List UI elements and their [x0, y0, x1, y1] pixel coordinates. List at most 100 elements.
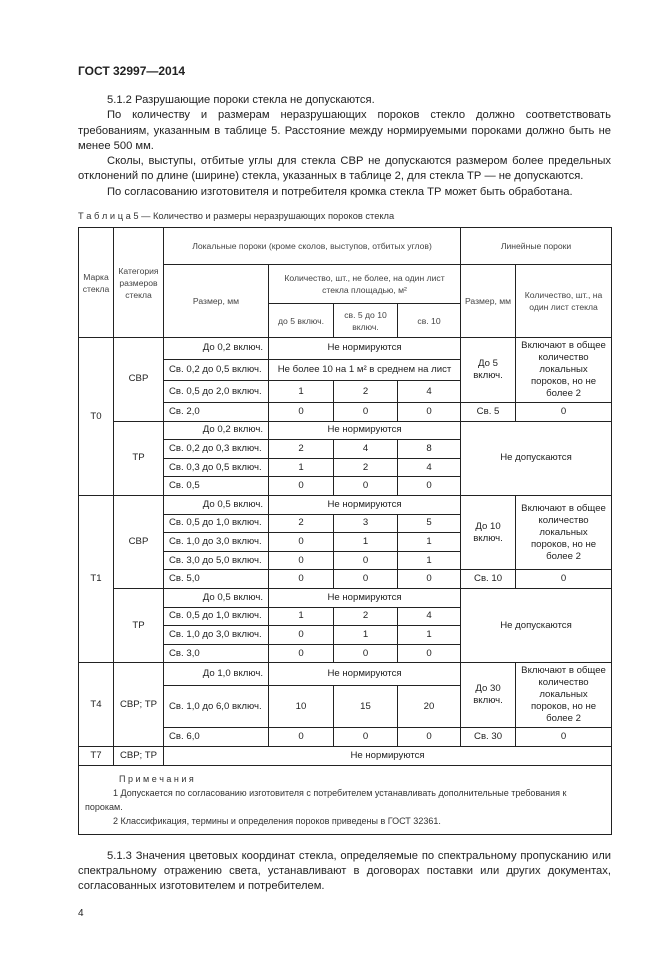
header-linear-size: Размер, мм	[460, 264, 517, 339]
table-row: Св. 0,5 0 0 0	[79, 476, 612, 497]
table-cell: 2	[333, 606, 398, 627]
table-cell: 0	[268, 476, 334, 497]
table-cell: 4	[333, 439, 398, 459]
table-cell: Св. 1,0 до 6,0 включ.	[163, 685, 269, 729]
table-row: Св. 6,0 0 0 0 Св. 30 0	[79, 727, 613, 747]
table-cell: До 0,5 включ.	[163, 588, 269, 608]
table-cell: Не нормируются	[162, 745, 613, 766]
table-cell: Св. 5,0	[163, 569, 269, 590]
table-cell: Не более 10 на 1 м² в среднем на лист	[267, 358, 462, 382]
table-cell: 0	[396, 569, 462, 590]
table-cell: 15	[333, 685, 398, 729]
after-section: 5.1.3 Значения цветовых координат стекла…	[78, 849, 611, 895]
table-cell: Т7	[78, 745, 114, 766]
table-cell: 0	[268, 643, 334, 664]
table-cell: 1	[268, 380, 334, 404]
table-cell: 5	[396, 513, 462, 534]
table-row: Св. 5,0 0 0 0 Св. 10 0	[79, 569, 613, 590]
table-cell: 0	[268, 532, 334, 552]
header-linear-defects: Линейные пороки	[460, 227, 613, 266]
table-cell: ТР	[113, 420, 164, 497]
table-cell: СВР	[113, 495, 164, 590]
table-cell: 8	[396, 439, 462, 459]
table-cell: 4	[396, 606, 462, 627]
table-cell: 0	[515, 727, 613, 747]
table-cell: Св. 0,5 до 2,0 включ.	[163, 380, 269, 404]
table-cell: 0	[268, 727, 334, 747]
table-row: Св. 0,3 до 0,5 включ. 1 2 4	[79, 457, 612, 478]
header-area-2: св. 5 до 10 включ.	[333, 303, 398, 339]
table-cell: Не допускаются	[460, 420, 613, 497]
table-cell: 0	[396, 643, 462, 664]
defects-table: Марка стекла Категория размеров стекла Л…	[77, 227, 613, 835]
table-row: Св. 1,0 до 3,0 включ. 0 1 1	[79, 532, 612, 552]
header-local-defects: Локальные пороки (кроме сколов, выступов…	[162, 227, 462, 266]
table-row: Т4 СВР; ТР До 1,0 включ. Не нормируются До 3…	[78, 662, 613, 747]
table-row: Св. 1,0 до 3,0 включ. 0 1 1	[79, 625, 612, 645]
table-cell: Св. 0,3 до 0,5 включ.	[163, 457, 269, 478]
table-cell: До 0,2 включ.	[163, 337, 269, 360]
table-cell: Св. 3,0	[163, 643, 269, 664]
header-category: Категория размеров стекла	[113, 227, 164, 339]
note-item: 1 Допускается по согласованию изготовите…	[85, 787, 567, 812]
table-cell: 0	[396, 727, 462, 747]
table-cell: СВР; ТР	[113, 745, 164, 766]
table-row: Св. 0,5 до 2,0 включ. 1 2 4	[79, 380, 612, 404]
table-cell: Т0	[78, 337, 114, 497]
table-cell: 1	[333, 532, 398, 552]
table-row: Св. 1,0 до 6,0 включ. 10 15 20	[79, 685, 612, 729]
table-cell: 4	[396, 457, 462, 478]
table-cell: СВР	[113, 337, 164, 422]
table-cell: Включают в общее количество локальных по…	[515, 662, 613, 729]
table-cell: 10	[268, 685, 334, 729]
table-cell: 2	[268, 439, 334, 459]
table-cell: 4	[396, 380, 462, 404]
table-cell: 0	[333, 476, 398, 497]
table-cell: Св. 0,5 до 1,0 включ.	[163, 606, 269, 627]
table-row: ТР До 0,2 включ. Не нормируются Не допускаю…	[79, 420, 613, 497]
paragraph: Сколы, выступы, отбитые углы для стекла …	[78, 155, 611, 183]
notes-title: П р и м е ч а н и я	[119, 773, 194, 784]
table-body: Т0 СВР До 0,2 включ. Не нормируются До 5 вкл…	[78, 337, 613, 766]
table-cell: 0	[515, 402, 613, 422]
table-cell: 0	[333, 569, 398, 590]
table-cell: Т1	[78, 495, 114, 664]
table-cell: 3	[333, 513, 398, 534]
table-cell: Св. 3,0 до 5,0 включ.	[163, 550, 269, 571]
page-number: 4	[78, 908, 84, 920]
table-row: Св. 0,2 до 0,3 включ. 2 4 8	[79, 439, 612, 459]
table-cell: 1	[268, 457, 334, 478]
paragraph: По количеству и размерам неразрушающих п…	[78, 109, 611, 152]
table-cell: 1	[268, 606, 334, 627]
table-cell: 0	[396, 476, 462, 497]
paragraph: По согласованию изготовителя и потребите…	[107, 185, 573, 198]
table-cell: Не нормируются	[267, 588, 462, 608]
header-area-3: св. 10	[396, 303, 462, 339]
table-cell: До 30 включ.	[460, 662, 517, 729]
table-cell: 1	[396, 532, 462, 552]
table-cell: До 5 включ.	[460, 337, 517, 404]
table-cell: Св. 0,2 до 0,5 включ.	[163, 358, 269, 382]
table-cell: Св. 1,0 до 3,0 включ.	[163, 625, 269, 645]
table-cell: Включают в общее количество локальных по…	[515, 495, 613, 571]
table-cell: Не нормируются	[267, 337, 462, 360]
paragraph-5-1-3: 5.1.3 Значения цветовых координат стекла…	[78, 849, 611, 893]
table-cell: 0	[333, 550, 398, 571]
table-cell: 0	[333, 727, 398, 747]
intro-section: 5.1.2 Разрушающие пороки стекла не допус…	[78, 93, 611, 200]
table-row: Т0 СВР До 0,2 включ. Не нормируются До 5 вкл…	[78, 337, 613, 497]
table-cell: До 1,0 включ.	[163, 662, 269, 687]
table-cell: До 0,5 включ.	[163, 495, 269, 515]
table-cell: Св. 6,0	[163, 727, 269, 747]
table-cell: Не допускаются	[460, 588, 613, 664]
table-cell: Св. 0,5 до 1,0 включ.	[163, 513, 269, 534]
table-cell: Св. 0,2 до 0,3 включ.	[163, 439, 269, 459]
table-cell: 0	[396, 402, 462, 422]
table-cell: До 0,2 включ.	[163, 420, 269, 441]
header-area-1: до 5 включ.	[268, 303, 334, 339]
table-cell: Т4	[78, 662, 114, 747]
note-item: 2 Классификация, термины и определения п…	[113, 815, 441, 826]
table-row: Св. 0,2 до 0,5 включ. Не более 10 на 1 м²…	[79, 358, 612, 382]
header-linear-count: Количество, шт., на один лист стекла	[515, 264, 613, 339]
